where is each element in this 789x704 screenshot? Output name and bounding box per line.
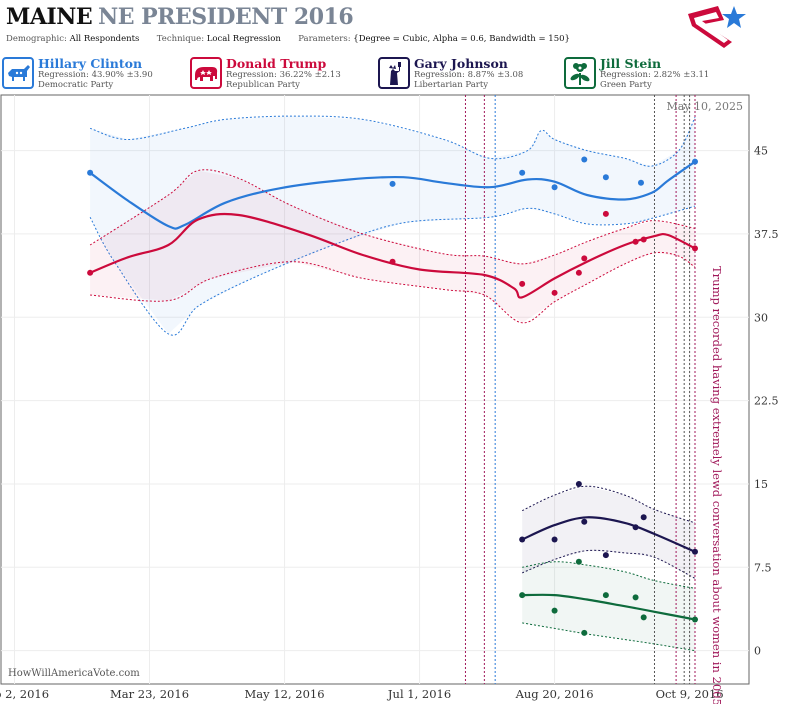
- poll-point-trump: [602, 210, 609, 217]
- poll-point-johnson: [519, 536, 526, 543]
- lower-bound-clinton: [89, 205, 696, 336]
- event-annotation: Trump recorded having extremely lewd con…: [710, 266, 724, 704]
- poll-point-stein: [602, 592, 609, 599]
- poll-point-johnson: [575, 480, 582, 487]
- poll-point-clinton: [551, 184, 558, 191]
- date-stamp: May 10, 2025: [666, 100, 743, 113]
- lower-bound-stein: [522, 622, 696, 652]
- candidate-card-clinton[interactable]: Hillary Clinton Regression: 43.90% ±3.90…: [0, 55, 186, 91]
- x-tick-label: May 12, 2016: [245, 687, 325, 701]
- poll-point-clinton: [602, 174, 609, 181]
- poll-point-trump: [581, 255, 588, 262]
- upper-bound-johnson: [521, 485, 696, 524]
- poll-point-trump: [575, 269, 582, 276]
- title-race: NE PRESIDENT 2016: [98, 4, 354, 30]
- poll-point-trump: [389, 258, 396, 265]
- page-title: MAINE NE PRESIDENT 2016: [6, 4, 354, 34]
- y-tick-label: 0: [754, 645, 761, 658]
- poll-point-stein: [575, 558, 582, 565]
- poll-point-stein: [640, 614, 647, 621]
- poll-point-johnson: [551, 536, 558, 543]
- candidate-card-trump[interactable]: Donald Trump Regression: 36.22% ±2.13 Re…: [188, 55, 374, 91]
- poll-point-stein: [551, 607, 558, 614]
- parameters-key: Parameters:: [298, 34, 351, 44]
- poll-point-stein: [519, 592, 526, 599]
- technique-key: Technique:: [156, 34, 205, 44]
- y-tick-label: 15: [754, 478, 768, 491]
- parameters-row: Demographic: All Respondents Technique: …: [6, 34, 570, 44]
- candidate-party: Green Party: [600, 80, 652, 90]
- y-tick-label: 37.5: [754, 228, 779, 241]
- candidate-name: Hillary Clinton: [38, 56, 143, 71]
- lower-bound-trump: [90, 251, 696, 324]
- poll-point-trump: [519, 280, 526, 287]
- y-tick-label: 45: [754, 145, 768, 158]
- x-tick-label: Mar 23, 2016: [110, 687, 189, 701]
- candidate-regression: Regression: 43.90% ±3.90: [38, 70, 153, 80]
- candidate-regression: Regression: 2.82% ±3.11: [600, 70, 710, 80]
- candidate-name: Gary Johnson: [414, 56, 508, 71]
- candidate-regression: Regression: 36.22% ±2.13: [226, 70, 341, 80]
- donkey-icon: [2, 57, 34, 89]
- flag-star-logo: [688, 6, 746, 48]
- parameters-value[interactable]: {Degree = Cubic, Alpha = 0.6, Bandwidth …: [353, 34, 570, 44]
- poll-point-stein: [581, 629, 588, 636]
- poll-point-clinton: [691, 158, 698, 165]
- plot-frame: [0, 94, 750, 685]
- elephant-icon: [190, 57, 222, 89]
- poll-point-clinton: [87, 169, 94, 176]
- y-tick-label: 30: [754, 311, 768, 324]
- axis-labels-layer: 0 7.5 15 22.5 30 37.5 45 Feb 2, 2016 Mar 23, 201…: [0, 145, 779, 701]
- trend-line-stein: [522, 593, 696, 621]
- candidate-name: Donald Trump: [226, 56, 327, 71]
- poll-point-clinton: [637, 179, 644, 186]
- y-tick-label: 7.5: [754, 561, 772, 574]
- grid-layer: [1, 95, 749, 684]
- candidate-name: Jill Stein: [600, 56, 662, 71]
- trend-line-johnson: [521, 516, 696, 553]
- flower-icon: [564, 57, 596, 89]
- demographic-key: Demographic:: [6, 34, 67, 44]
- candidate-card-stein[interactable]: Jill Stein Regression: 2.82% ±3.11 Green…: [562, 55, 748, 91]
- poll-point-trump: [691, 245, 698, 252]
- poll-point-johnson: [602, 552, 609, 559]
- poll-point-trump: [87, 269, 94, 276]
- poll-point-johnson: [632, 524, 639, 531]
- lower-bound-johnson: [522, 549, 696, 579]
- poll-point-trump: [551, 289, 558, 296]
- upper-bound-stein: [522, 561, 696, 589]
- x-tick-label: Feb 2, 2016: [0, 687, 49, 701]
- technique-value[interactable]: Local Regression: [206, 34, 281, 44]
- site-watermark[interactable]: HowWillAmericaVote.com: [8, 668, 140, 679]
- poll-point-clinton: [389, 180, 396, 187]
- poll-point-clinton: [519, 169, 526, 176]
- trend-line-clinton: [89, 160, 696, 230]
- poll-point-clinton: [581, 156, 588, 163]
- upper-bound-clinton: [89, 115, 696, 167]
- demographic-value[interactable]: All Respondents: [69, 34, 140, 44]
- confidence-band-stein: [522, 561, 695, 651]
- x-tick-label: Oct 9, 2016: [656, 687, 724, 701]
- poll-point-trump: [640, 236, 647, 243]
- poll-point-trump: [632, 238, 639, 245]
- title-state: MAINE: [6, 4, 93, 30]
- poll-points-layer: [87, 156, 698, 636]
- candidate-party: Republican Party: [226, 80, 300, 90]
- poll-point-stein: [632, 594, 639, 601]
- y-tick-label: 22.5: [754, 395, 779, 408]
- poll-point-johnson: [640, 514, 647, 521]
- candidate-regression: Regression: 8.87% ±3.08: [414, 70, 524, 80]
- confidence-band-johnson: [522, 486, 695, 579]
- candidate-card-johnson[interactable]: Gary Johnson Regression: 8.87% ±3.08 Lib…: [376, 55, 562, 91]
- x-tick-label: Jul 1, 2016: [387, 687, 451, 701]
- candidate-party: Libertarian Party: [414, 80, 489, 90]
- x-tick-label: Aug 20, 2016: [515, 687, 594, 701]
- statue-of-liberty-icon: [378, 57, 410, 89]
- poll-point-johnson: [691, 548, 698, 555]
- candidate-party: Democratic Party: [38, 80, 114, 90]
- poll-point-johnson: [581, 518, 588, 525]
- poll-point-stein: [691, 616, 698, 623]
